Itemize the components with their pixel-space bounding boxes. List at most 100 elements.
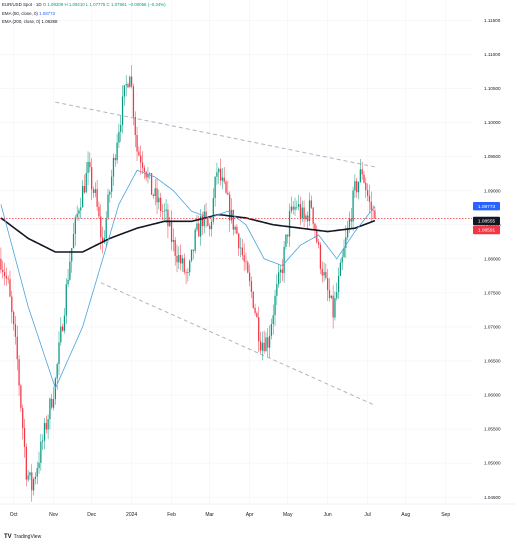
candle[interactable] xyxy=(285,234,287,250)
candle[interactable] xyxy=(347,220,349,240)
candle[interactable] xyxy=(201,212,204,235)
ema50-line[interactable] xyxy=(0,169,376,390)
candle[interactable] xyxy=(107,188,109,221)
candle[interactable] xyxy=(76,205,78,221)
candle[interactable] xyxy=(299,196,302,225)
candle[interactable] xyxy=(281,259,283,282)
candle[interactable] xyxy=(101,226,104,254)
candle[interactable] xyxy=(305,213,307,222)
candle[interactable] xyxy=(179,244,182,271)
candle[interactable] xyxy=(58,331,60,375)
candle[interactable] xyxy=(63,308,66,334)
candle[interactable] xyxy=(199,209,202,246)
candle[interactable] xyxy=(363,170,365,184)
candle[interactable] xyxy=(323,262,325,282)
candle[interactable] xyxy=(216,162,218,185)
candle[interactable] xyxy=(138,146,140,157)
candle[interactable] xyxy=(194,227,196,254)
candle[interactable] xyxy=(136,126,138,162)
candle[interactable] xyxy=(67,269,69,288)
candle[interactable] xyxy=(310,195,312,210)
candle[interactable] xyxy=(109,189,111,203)
candle[interactable] xyxy=(183,253,185,275)
candle[interactable] xyxy=(218,167,220,184)
candle[interactable] xyxy=(221,167,224,190)
candle[interactable] xyxy=(359,158,361,184)
candle[interactable] xyxy=(65,278,67,325)
candle[interactable] xyxy=(134,111,136,148)
candle[interactable] xyxy=(243,243,245,271)
candle[interactable] xyxy=(234,225,236,234)
price-axis[interactable]: 1.11500 1.11000 1.10500 1.10000 1.09500 1.090… xyxy=(472,0,516,504)
candle[interactable] xyxy=(252,291,254,309)
candle[interactable] xyxy=(152,193,155,199)
candle[interactable] xyxy=(51,393,53,410)
candle[interactable] xyxy=(156,177,158,215)
candle[interactable] xyxy=(267,328,269,357)
candle[interactable] xyxy=(219,158,222,186)
candle[interactable] xyxy=(181,255,184,272)
candle[interactable] xyxy=(276,274,278,306)
candle[interactable] xyxy=(123,85,125,106)
candle[interactable] xyxy=(165,199,167,224)
candle[interactable] xyxy=(374,207,376,219)
candle[interactable] xyxy=(0,247,2,274)
candle[interactable] xyxy=(372,204,374,219)
candle[interactable] xyxy=(325,263,327,280)
candle[interactable] xyxy=(258,306,260,352)
candle[interactable] xyxy=(91,158,93,201)
candle[interactable] xyxy=(254,303,256,316)
candle[interactable] xyxy=(9,270,11,298)
candle[interactable] xyxy=(16,325,18,371)
ema200-line[interactable] xyxy=(0,213,376,253)
candle[interactable] xyxy=(36,461,38,485)
candle[interactable] xyxy=(43,418,46,450)
candle[interactable] xyxy=(105,211,107,248)
candle[interactable] xyxy=(368,184,371,214)
candle[interactable] xyxy=(3,262,6,286)
candle[interactable] xyxy=(69,250,71,282)
candle[interactable] xyxy=(287,234,289,244)
candle[interactable] xyxy=(174,237,176,266)
candle[interactable] xyxy=(150,173,153,195)
candle[interactable] xyxy=(290,196,293,214)
candle[interactable] xyxy=(5,267,7,287)
candle[interactable] xyxy=(330,295,332,300)
candle[interactable] xyxy=(118,123,120,148)
candle[interactable] xyxy=(49,397,51,430)
candle[interactable] xyxy=(149,172,151,179)
candle[interactable] xyxy=(336,282,338,301)
candle[interactable] xyxy=(232,209,234,236)
candle[interactable] xyxy=(32,477,35,496)
candle[interactable] xyxy=(161,204,164,221)
candle[interactable] xyxy=(163,203,165,221)
candle[interactable] xyxy=(356,178,358,198)
candle[interactable] xyxy=(214,176,216,207)
candle[interactable] xyxy=(120,115,122,142)
candle[interactable] xyxy=(345,225,347,259)
candle[interactable] xyxy=(263,330,265,354)
candle[interactable] xyxy=(22,404,24,440)
candle[interactable] xyxy=(111,169,113,199)
candle[interactable] xyxy=(185,269,187,285)
candle[interactable] xyxy=(12,310,15,331)
candle[interactable] xyxy=(60,317,62,346)
candle[interactable] xyxy=(29,471,31,480)
candle[interactable] xyxy=(339,258,342,277)
candle[interactable] xyxy=(196,214,198,232)
candle[interactable] xyxy=(38,451,40,474)
candle[interactable] xyxy=(143,165,145,180)
candle[interactable] xyxy=(94,182,96,198)
candle[interactable] xyxy=(241,239,243,260)
candle[interactable] xyxy=(261,331,263,361)
candle[interactable] xyxy=(2,260,4,279)
candle[interactable] xyxy=(317,238,320,249)
candle[interactable] xyxy=(158,189,160,210)
candle[interactable] xyxy=(27,470,29,482)
candle[interactable] xyxy=(230,198,233,224)
candle[interactable] xyxy=(140,145,142,175)
candle[interactable] xyxy=(209,223,211,237)
candle[interactable] xyxy=(11,290,13,324)
candle[interactable] xyxy=(316,225,318,244)
candle[interactable] xyxy=(96,180,98,211)
